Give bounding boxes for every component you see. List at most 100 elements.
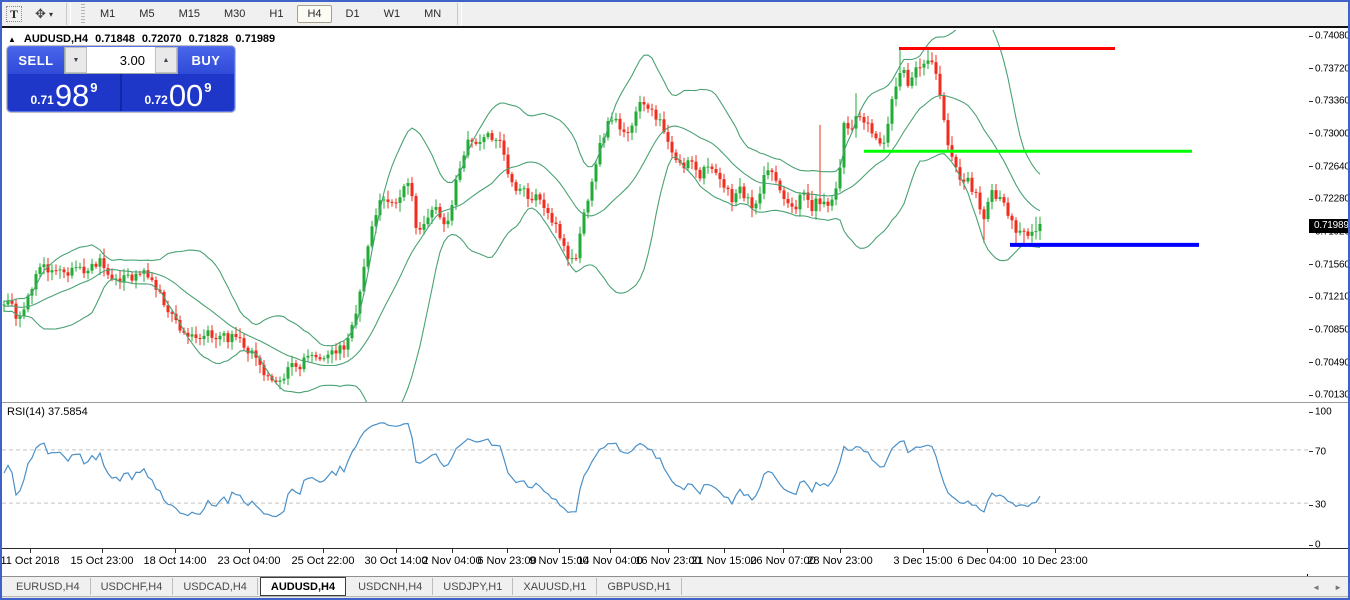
ohlc-close: 0.71989: [235, 33, 276, 45]
rsi-axis-tick: [1309, 544, 1313, 546]
sell-price-prefix: 0.71: [30, 93, 54, 107]
time-axis-label: 3 Dec 15:00: [893, 555, 953, 567]
time-axis-label: 30 Oct 14:00: [364, 555, 428, 567]
indicator-tool-button[interactable]: ✥ ▾: [27, 4, 61, 24]
tab-audusd-h4[interactable]: AUDUSD,H4: [259, 577, 347, 596]
tab-scroll-left-icon[interactable]: ◄: [1312, 582, 1321, 592]
candlestick-chart-canvas[interactable]: [2, 30, 1308, 402]
volume-decrease-button[interactable]: ▼: [65, 47, 87, 73]
price-axis[interactable]: 0.74080 0.73720 0.73360 0.73000 0.72640 0.722…: [1309, 30, 1348, 576]
tab-xauusd-h1[interactable]: XAUUSD,H1: [513, 578, 598, 595]
buy-price-pipette: 9: [204, 80, 212, 95]
timeframe-button-m15[interactable]: M15: [178, 8, 200, 20]
time-axis-tick: [102, 549, 103, 553]
time-axis-label: 25 Oct 22:00: [291, 555, 355, 567]
timeframe-button-h1[interactable]: H1: [269, 8, 284, 20]
timeframe-button-d1[interactable]: D1: [345, 8, 360, 20]
time-axis-label: 14 Nov 04:00: [577, 555, 643, 567]
toolbar-grip[interactable]: [81, 4, 85, 24]
price-axis-label: 0.70490: [1315, 357, 1350, 368]
volume-increase-button[interactable]: ▲: [155, 47, 177, 73]
time-axis-label: 21 Nov 15:00: [691, 555, 757, 567]
time-axis-tick: [175, 549, 176, 553]
timeframe-button-w1[interactable]: W1: [383, 8, 401, 20]
collapse-quotes-icon[interactable]: ▲: [8, 34, 16, 44]
buy-price-big: 00: [168, 78, 204, 112]
price-axis-tick: [1309, 296, 1313, 298]
volume-input[interactable]: [87, 47, 155, 73]
current-price-badge: 0.71989: [1309, 219, 1348, 234]
rsi-axis-label: 30: [1315, 499, 1327, 511]
rsi-line: [3, 422, 1041, 518]
time-axis-tick: [987, 549, 988, 553]
rsi-chart-canvas[interactable]: [2, 403, 1308, 548]
time-axis-tick: [923, 549, 924, 553]
price-axis-tick: [1309, 35, 1313, 37]
sell-price-display[interactable]: 0.71 98 9: [8, 74, 120, 111]
price-axis-tick: [1309, 362, 1313, 363]
time-axis-label: 11 Oct 2018: [0, 555, 60, 567]
time-axis-tick: [452, 549, 453, 553]
toolbar-separator: [66, 3, 71, 25]
chart-tab-bar: EURUSD,H4 USDCHF,H4 USDCAD,H4 AUDUSD,H4 USDC…: [2, 576, 1348, 596]
price-axis-label: 0.72640: [1315, 161, 1350, 173]
main-area: ▲ AUDUSD,H4 0.71848 0.72070 0.71828 0.71…: [2, 30, 1348, 576]
time-axis-label: 6 Dec 04:00: [957, 555, 1017, 567]
bollinger-lower-band: [3, 153, 1041, 402]
rsi-axis-label: 0: [1315, 539, 1321, 551]
ohlc-header: ▲ AUDUSD,H4 0.71848 0.72070 0.71828 0.71…: [8, 33, 275, 45]
triangle-down-icon: ▼: [72, 56, 80, 64]
timeframe-button-m30[interactable]: M30: [223, 8, 246, 20]
time-axis-label: 28 Nov 23:00: [807, 555, 873, 567]
rsi-indicator-pane[interactable]: RSI(14) 37.5854: [2, 403, 1308, 548]
timeframe-button-mn[interactable]: MN: [424, 8, 442, 20]
time-axis-label: 2 Nov 04:00: [422, 555, 482, 567]
price-axis-label: 0.71560: [1315, 259, 1350, 271]
timeframe-button-m5[interactable]: M5: [139, 8, 155, 20]
chart-column: ▲ AUDUSD,H4 0.71848 0.72070 0.71828 0.71…: [2, 30, 1308, 576]
tab-usdjpy-h1[interactable]: USDJPY,H1: [433, 578, 514, 595]
tab-gbpusd-h1[interactable]: GBPUSD,H1: [597, 578, 682, 595]
time-axis-label: 26 Nov 07:00: [750, 555, 816, 567]
pane-splitter[interactable]: [2, 402, 1348, 403]
price-axis-tick: [1309, 329, 1313, 331]
time-axis[interactable]: 11 Oct 2018 15 Oct 23:00 18 Oct 14:00 23 Oc…: [2, 548, 1348, 574]
toolbar: T ✥ ▾ M1 M5 M15 M30 H1 H4 D1 W1 MN: [2, 2, 1348, 28]
tab-scroll-right-icon[interactable]: ►: [1334, 582, 1342, 592]
timeframe-button-h4[interactable]: H4: [297, 5, 332, 23]
tab-eurusd-h4[interactable]: EURUSD,H4: [6, 578, 91, 595]
price-axis-tick: [1309, 100, 1313, 102]
price-axis-label: 0.74080: [1315, 30, 1350, 42]
triangle-up-icon: ▲: [162, 56, 170, 64]
rsi-value-label: RSI(14) 37.5854: [7, 406, 88, 418]
time-axis-tick: [559, 549, 560, 553]
price-axis-label: 0.73360: [1315, 95, 1350, 107]
ohlc-high: 0.72070: [141, 33, 182, 45]
tab-usdcnh-h4[interactable]: USDCNH,H4: [348, 578, 434, 595]
timeframe-button-m1[interactable]: M1: [100, 8, 116, 20]
time-axis-tick: [668, 549, 669, 553]
tab-usdcad-h4[interactable]: USDCAD,H4: [173, 578, 258, 595]
buy-price-display[interactable]: 0.72 00 9: [122, 74, 234, 112]
price-axis-label: 0.70850: [1315, 324, 1350, 336]
time-axis-tick: [30, 549, 31, 553]
rsi-axis-tick: [1309, 504, 1313, 506]
sell-button[interactable]: SELL: [8, 47, 64, 74]
time-axis-tick: [249, 549, 250, 553]
tab-usdchf-h4[interactable]: USDCHF,H4: [91, 578, 174, 595]
price-axis-label: 0.73000: [1315, 128, 1350, 140]
time-axis-tick: [396, 549, 397, 553]
time-axis-label: 9 Nov 15:00: [529, 555, 589, 567]
price-axis-tick: [1309, 133, 1313, 135]
price-axis-tick: [1309, 68, 1313, 70]
chart-pane[interactable]: ▲ AUDUSD,H4 0.71848 0.72070 0.71828 0.71…: [2, 30, 1308, 402]
time-axis-label: 16 Nov 23:00: [635, 555, 701, 567]
one-click-trading-panel: SELL ▼ ▲ BUY: [7, 46, 235, 112]
text-tool-button[interactable]: T: [3, 4, 25, 24]
indicator-icon: ✥: [35, 6, 46, 21]
time-axis-label: 18 Oct 14:00: [143, 555, 207, 567]
time-axis-label: 6 Nov 23:00: [477, 555, 537, 567]
bollinger-middle-band: [3, 94, 1041, 367]
buy-button[interactable]: BUY: [178, 47, 234, 74]
timeframe-toolbar: M1 M5 M15 M30 H1 H4 D1 W1 MN: [88, 2, 453, 26]
